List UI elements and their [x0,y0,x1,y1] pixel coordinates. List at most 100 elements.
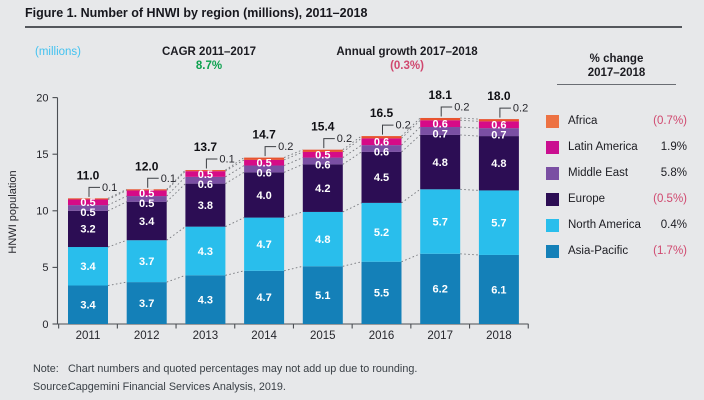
bar-segment-europe [302,164,343,212]
connector-line [342,137,362,153]
bar-segment-africa [361,136,402,139]
connector-line [225,217,245,228]
segment-value-label: 3.8 [198,200,213,212]
segment-value-label: 0.6 [491,120,506,132]
bar-segment-asia-pacific [302,266,343,324]
segment-value-label: 4.5 [374,172,389,184]
bar-segment-latin-america [302,151,343,158]
y-axis-title: HNWI population [7,170,19,253]
callout-value-label: 0.2 [396,120,411,132]
connector-line [460,117,479,120]
bar-segment-north-america [478,190,519,255]
legend-change-value: (1.7%) [653,245,687,257]
connector-line [283,157,303,166]
connector-line [401,134,421,153]
bar-segment-africa [302,149,343,152]
connector-line [166,226,186,241]
callout-value-label: 0.1 [102,182,117,194]
connector-line [107,190,127,200]
segment-value-label: 5.2 [374,227,389,239]
source-row: Source:Capgemini Financial Services Anal… [33,379,417,397]
bar-segment-latin-america [478,121,519,129]
legend-header-line2: 2017–2018 [587,67,646,79]
segment-value-label: 4.3 [198,246,213,258]
total-label: 14.7 [252,128,276,142]
callout-bracket [264,146,277,157]
bar-segment-latin-america [68,199,108,206]
callout-value-label: 0.2 [337,133,352,145]
connector-line [166,176,186,197]
segment-value-label: 0.5 [80,197,95,209]
connector-line [225,157,245,171]
bar-segment-africa [420,117,461,121]
connector-line [283,265,303,272]
connector-line [166,274,186,283]
legend-swatch [546,114,559,128]
segment-value-label: 0.6 [433,118,448,130]
bar-segment-asia-pacific [420,253,461,324]
legend-item: Middle East 5.8% [546,160,687,186]
legend-swatch [546,218,559,232]
bar-segment-latin-america [420,120,461,128]
segment-value-label: 4.8 [433,157,448,169]
bar-segment-north-america [185,226,226,276]
connector-line [401,126,421,146]
segment-value-label: 4.8 [315,234,330,246]
legend-label: Middle East [568,167,629,179]
connector-line [460,126,479,129]
connector-line [166,169,186,190]
connector-line [342,144,362,158]
bar-segment-north-america [126,240,167,283]
segment-value-label: 3.7 [139,298,154,310]
legend-swatch [546,192,559,206]
bar-segment-north-america [244,217,285,271]
segment-value-label: 0.7 [491,130,506,142]
connector-line [460,253,479,256]
segment-value-label: 0.6 [374,147,389,159]
bar-segment-middle-east [244,165,285,173]
connector-line [401,188,421,204]
footnotes: Note: Chart numbers and quoted percentage… [33,361,417,396]
bar-segment-asia-pacific [68,285,108,324]
connector-line [107,239,127,248]
legend-change-value: 0.4% [660,219,687,231]
segment-value-label: 0.5 [80,207,95,219]
units-label: (millions) [35,46,81,58]
segment-value-label: 0.6 [256,167,271,179]
cagr-value: 8.7% [195,60,223,72]
connector-line [107,188,127,199]
segment-value-label: 5.7 [491,217,506,229]
bar-segment-north-america [361,202,402,262]
year-tick-label: 2014 [251,330,277,342]
legend-label: Europe [568,193,606,205]
legend-change-value: (0.5%) [653,193,687,205]
bar-segment-africa [478,119,519,122]
y-tick-label: 0 [42,319,48,331]
legend-label: North America [568,219,641,231]
bar-segment-asia-pacific [361,261,402,324]
connector-line [225,171,245,185]
y-tick-label: 20 [36,92,48,104]
note-text: Chart numbers and quoted percentages may… [68,363,418,375]
segment-value-label: 5.7 [433,216,448,228]
bar-segment-latin-america [361,138,402,146]
total-label: 15.4 [311,120,335,134]
bar-segment-europe [185,183,226,227]
callout-bracket [382,124,394,135]
connector-line [460,188,479,191]
bar-segment-europe [420,134,461,190]
segment-value-label: 6.2 [433,284,448,296]
connector-line [225,159,245,172]
total-label: 13.7 [194,140,218,154]
segment-value-label: 0.6 [198,179,213,191]
bar-segment-europe [478,136,519,191]
legend-label: Africa [568,115,598,127]
callout-value-label: 0.2 [278,141,293,153]
bar-segment-middle-east [361,145,402,152]
legend-swatch [546,166,559,180]
segment-value-label: 4.0 [256,190,271,202]
total-label: 16.5 [370,106,394,120]
bar-segment-middle-east [185,176,226,184]
connector-line [166,183,186,203]
legend-change-value: 5.8% [660,167,687,179]
